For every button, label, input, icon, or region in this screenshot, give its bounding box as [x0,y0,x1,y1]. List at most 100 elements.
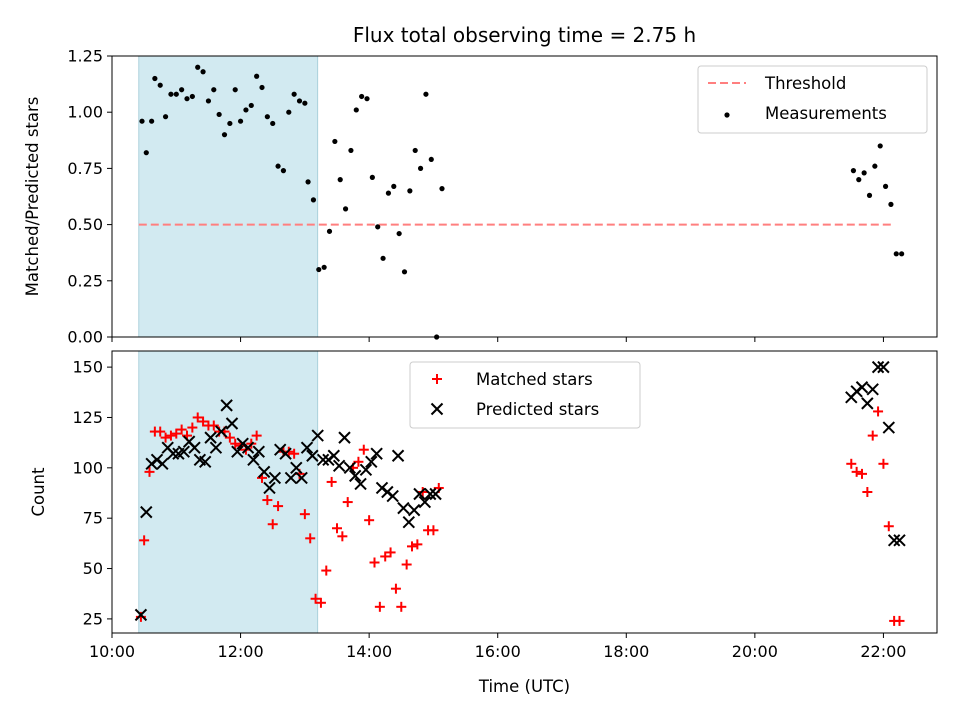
measurement-point [237,118,244,124]
matched-star-point [273,501,284,512]
predicted-star-point [295,471,308,485]
x-tick-label: 12:00 [218,642,264,661]
predicted-star-point [263,481,276,495]
matched-star-point [315,597,326,608]
y-tick-label: 0.50 [67,215,103,234]
predicted-stars-points [134,360,906,622]
predicted-star-point [177,445,190,458]
matched-star-point [851,466,862,477]
matched-star-point [878,458,889,469]
measurement-point [888,201,894,207]
measurement-point [316,266,322,273]
predicted-star-point [866,383,879,396]
predicted-star-point [397,501,410,515]
matched-star-point [310,593,321,604]
count-panel: 25 50 75 100 125 150 10:00 12:00 14:00 16:00 18:0… [29,350,938,696]
y-tick-label: 100 [72,458,103,477]
predicted-star-point [215,425,228,438]
matched-star-point [192,412,203,423]
matched-star-point [251,430,262,441]
measurement-point [205,98,212,104]
predicted-star-point [370,447,383,460]
legend-matched-label: Matched stars [476,370,593,389]
y-tick-label: 0.00 [67,328,103,347]
measurement-point [428,156,434,163]
matched-star-point [873,406,884,417]
measurement-point [302,100,308,106]
measurement-point [856,177,862,183]
matched-star-point [267,519,278,530]
matched-star-point [187,422,198,433]
matched-star-point [176,424,187,435]
measurement-point [332,138,338,145]
legend-plus-marker [432,374,442,384]
predicted-star-point [893,534,906,547]
matched-star-point [380,551,391,562]
measurement-point [152,75,158,82]
top-axes-frame [111,55,938,338]
measurement-point [877,143,883,149]
matched-star-point [358,444,369,455]
y-tick-label: 75 [83,509,103,528]
measurement-point [439,186,445,192]
matched-star-point [353,456,364,467]
matched-star-point [374,601,385,612]
matched-star-point [326,476,337,487]
measurement-point [221,132,228,138]
predicted-star-point [887,534,901,547]
bottom-y-axis-label: Count [29,467,48,517]
predicted-star-point [231,445,244,458]
measurement-point [275,163,281,169]
matched-star-point [401,559,412,570]
y-tick-label: 125 [72,408,103,427]
bottom-x-ticks: 10:00 12:00 14:00 16:00 18:00 20:00 22:00 [89,633,906,661]
matched-star-point [332,523,342,534]
x-tick-label: 16:00 [475,642,521,661]
matched-star-point [337,531,348,542]
measurement-point [200,69,206,75]
matched-star-point [364,515,375,526]
measurement-point [866,192,873,198]
matched-star-point [208,420,219,431]
matched-star-point [390,583,401,594]
predicted-star-point [424,487,437,501]
matched-star-point [342,497,353,508]
observing-span-shade-bottom [138,350,319,634]
measurement-point [321,264,327,270]
measurement-point [380,255,386,261]
ratio-panel: 0.00 0.25 0.50 0.75 1.00 1.25 Flux total obse… [23,23,938,347]
measurement-point [359,93,365,100]
x-tick-label: 18:00 [603,642,649,661]
y-tick-label: 1.00 [67,103,103,122]
top-y-axis-label: Matched/Predicted stars [23,97,42,297]
legend-predicted-label: Predicted stars [476,400,599,419]
measurement-point [850,168,857,174]
x-tick-label: 14:00 [346,642,392,661]
chart-title: Flux total observing time = 2.75 h [353,23,696,47]
matched-star-point [862,487,873,497]
top-y-ticks: 0.00 0.25 0.50 0.75 1.00 1.25 [67,47,112,347]
predicted-star-point [349,469,362,483]
measurement-point [232,87,238,93]
measurement-point [342,206,349,212]
matched-star-point [894,615,905,626]
predicted-star-point [257,465,271,479]
matched-star-point [407,541,417,552]
measurement-point [162,114,169,120]
predicted-star-point [279,447,292,460]
predicted-star-point [306,449,319,462]
legend-x-marker [430,402,444,416]
legend-threshold-label: Threshold [764,74,846,93]
legend-measurements-swatch [724,112,730,118]
matched-star-point [289,448,300,459]
measurement-point [179,87,185,93]
measurement-point [305,179,311,185]
predicted-star-point [220,399,233,412]
measurement-point [270,120,276,127]
predicted-star-point [166,447,180,460]
top-x-ticks [111,337,884,342]
measurement-point [280,168,287,174]
matched-star-point [171,428,182,439]
y-tick-label: 50 [83,559,103,578]
x-axis-label: Time (UTC) [478,677,570,696]
